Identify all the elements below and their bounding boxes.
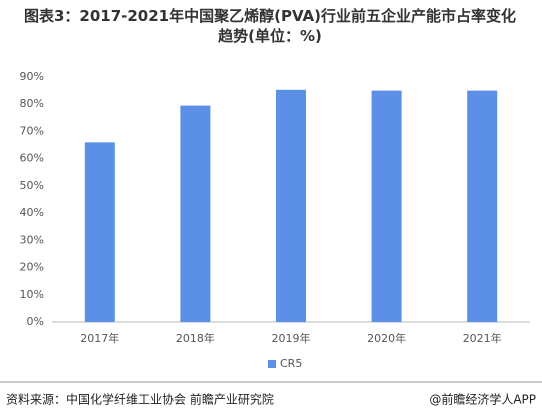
x-tick-label: 2021年 (463, 331, 502, 345)
x-tick-label: 2018年 (176, 331, 215, 345)
legend-swatch (268, 360, 276, 368)
bar (467, 90, 498, 322)
y-tick-label: 40% (20, 206, 44, 219)
y-tick-label: 60% (20, 152, 44, 165)
x-tick-label: 2019年 (272, 331, 311, 345)
y-tick-label: 0% (27, 315, 44, 328)
credit: @前瞻经济学人APP (429, 392, 536, 407)
y-tick-label: 90% (20, 70, 44, 83)
y-tick-label: 80% (20, 97, 44, 110)
y-tick-label: 70% (20, 124, 44, 137)
bar (84, 142, 115, 322)
x-tick-label: 2017年 (80, 331, 119, 345)
legend-label: CR5 (280, 357, 302, 370)
bar (276, 89, 306, 323)
y-tick-label: 10% (20, 288, 44, 301)
y-tick-label: 50% (20, 179, 44, 192)
bar (180, 105, 211, 322)
x-tick-label: 2020年 (367, 331, 406, 345)
chart-title: 图表3：2017-2021年中国聚乙烯醇(PVA)行业前五企业产能市占率变化趋势… (23, 7, 517, 45)
bar (371, 90, 402, 322)
source: 资料来源：中国化学纤维工业协会 前瞻产业研究院 (6, 392, 274, 407)
y-tick-label: 30% (20, 233, 44, 246)
y-tick-label: 20% (20, 261, 44, 274)
